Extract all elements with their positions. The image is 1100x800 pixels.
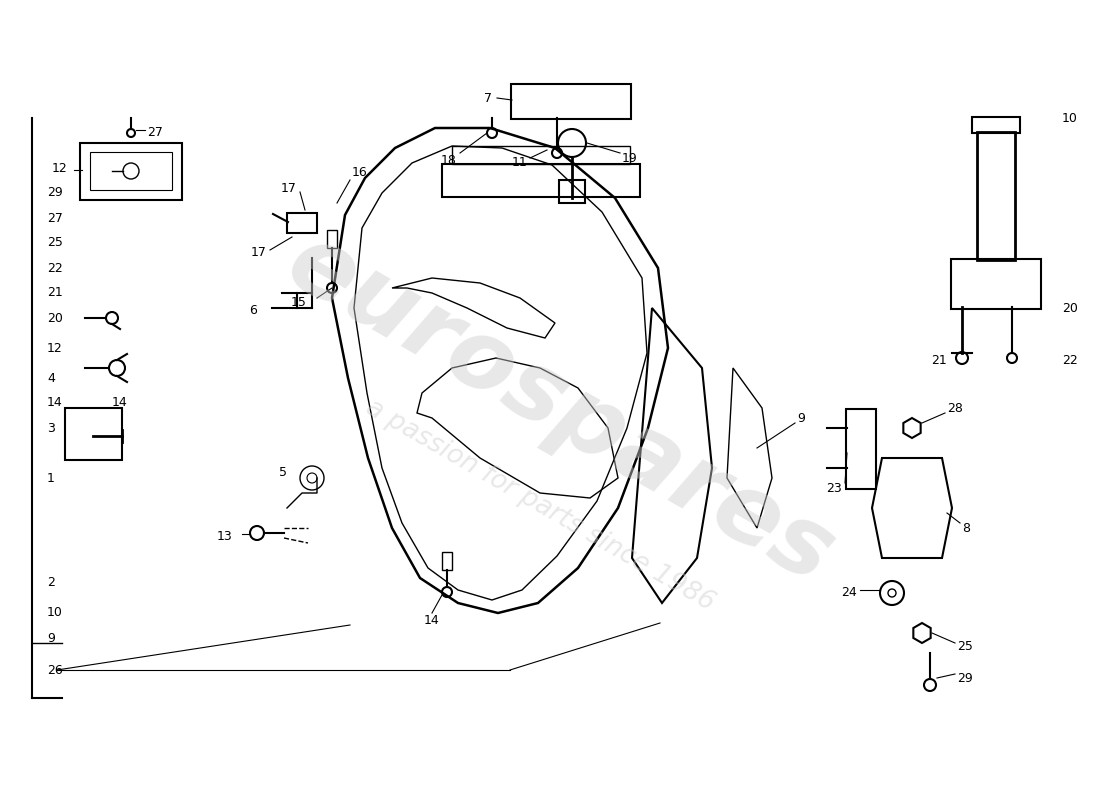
Text: 8: 8 [962, 522, 970, 534]
Text: 29: 29 [47, 186, 63, 199]
Text: 27: 27 [147, 126, 163, 139]
Text: 22: 22 [47, 262, 63, 274]
Text: 14: 14 [47, 397, 63, 410]
Text: 7: 7 [484, 91, 492, 105]
Text: 2: 2 [47, 577, 55, 590]
Text: 10: 10 [47, 606, 63, 619]
Text: 21: 21 [932, 354, 947, 366]
Text: 11: 11 [512, 157, 527, 170]
Text: 26: 26 [47, 663, 63, 677]
Text: 17: 17 [251, 246, 267, 259]
Text: 1: 1 [47, 471, 55, 485]
Text: eurospares: eurospares [271, 216, 849, 604]
Text: 10: 10 [1062, 111, 1078, 125]
Text: 12: 12 [52, 162, 67, 174]
Text: 14: 14 [425, 614, 440, 626]
Text: 28: 28 [947, 402, 962, 414]
Text: 9: 9 [798, 411, 805, 425]
Text: 12: 12 [47, 342, 63, 354]
Text: 21: 21 [47, 286, 63, 299]
Text: 20: 20 [1062, 302, 1078, 314]
Text: 27: 27 [47, 211, 63, 225]
Text: 17: 17 [282, 182, 297, 194]
Text: 4: 4 [47, 371, 55, 385]
Text: a passion for parts since 1986: a passion for parts since 1986 [361, 394, 719, 616]
Text: 24: 24 [842, 586, 857, 599]
Text: 14: 14 [112, 397, 128, 410]
Text: 6: 6 [249, 303, 257, 317]
Text: 5: 5 [279, 466, 287, 479]
Text: 3: 3 [47, 422, 55, 434]
Text: 22: 22 [1062, 354, 1078, 366]
Text: 18: 18 [441, 154, 456, 166]
Text: 19: 19 [621, 151, 638, 165]
Text: 29: 29 [957, 671, 972, 685]
Text: 9: 9 [47, 631, 55, 645]
Text: 13: 13 [217, 530, 232, 543]
Text: 23: 23 [826, 482, 842, 494]
Text: 20: 20 [47, 311, 63, 325]
Text: 25: 25 [47, 237, 63, 250]
Text: 25: 25 [957, 639, 972, 653]
Text: 15: 15 [292, 297, 307, 310]
Text: 16: 16 [352, 166, 367, 179]
